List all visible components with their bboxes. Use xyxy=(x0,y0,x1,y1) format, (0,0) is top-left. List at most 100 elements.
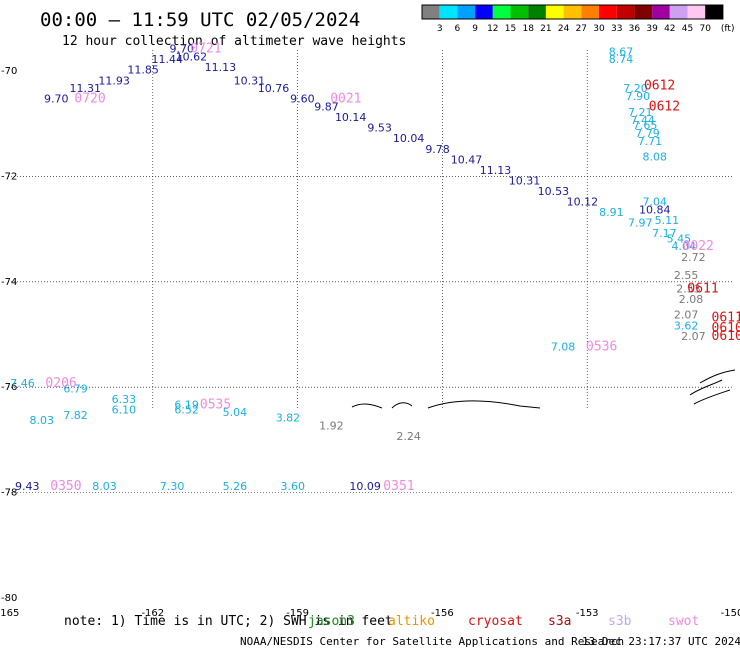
swh-value: 10.09 xyxy=(349,480,381,493)
swh-value: 2.72 xyxy=(681,251,706,264)
colorbar-frame xyxy=(421,4,724,20)
swh-value: 10.47 xyxy=(451,153,483,166)
pass-time: 0021 xyxy=(330,92,361,107)
colorbar-swatch xyxy=(439,5,458,19)
swh-value: 10.53 xyxy=(538,185,570,198)
swh-value: 10.62 xyxy=(176,51,208,64)
pass-time: 0351 xyxy=(383,479,414,494)
swh-value: 4.04 xyxy=(671,240,696,253)
swh-value: 6.33 xyxy=(112,393,137,406)
colorbar-swatch xyxy=(687,5,706,19)
swh-value: 5.45 xyxy=(667,232,692,245)
swh-value: 11.44 xyxy=(152,53,184,66)
timestamp-text: 13 Dec 23:17:37 UTC 2024 xyxy=(582,635,740,648)
pass-time: 0610 xyxy=(712,321,740,336)
swh-value: 2.07 xyxy=(674,309,699,322)
swh-value: 8.03 xyxy=(30,414,55,427)
swh-value: 2.24 xyxy=(396,430,421,443)
swh-value: 5.04 xyxy=(223,406,248,419)
swh-value: 9.87 xyxy=(314,101,339,114)
colorbar-label: 15 xyxy=(505,24,516,34)
colorbar-swatch xyxy=(457,5,476,19)
colorbar-swatch xyxy=(492,5,511,19)
x-tick-label: -159 xyxy=(286,608,309,619)
swh-value: 10.31 xyxy=(234,74,266,87)
pass-time-labels: 0720072100210022061206120611061106100610… xyxy=(45,42,740,494)
chart-subtitle: 12 hour collection of altimeter wave hei… xyxy=(62,34,406,49)
colorbar-swatch xyxy=(510,5,529,19)
colorbar-label: 12 xyxy=(487,24,498,34)
swh-value: 7.04 xyxy=(643,195,668,208)
pass-time: 0611 xyxy=(712,310,740,325)
satellite-name: jason3 xyxy=(308,614,355,629)
y-tick-label: -70 xyxy=(1,66,17,77)
swh-value: 10.12 xyxy=(567,195,599,208)
swh-value: 10.31 xyxy=(509,174,541,187)
swh-value: 6.52 xyxy=(174,404,199,417)
colorbar-label: 9 xyxy=(472,24,478,34)
colorbar-swatch xyxy=(652,5,670,19)
colorbar-label: 42 xyxy=(664,24,675,34)
coastline xyxy=(351,369,736,409)
colorbar-swatch xyxy=(528,5,546,19)
swh-value: 8.08 xyxy=(643,151,668,164)
swh-value: 11.85 xyxy=(127,64,159,77)
colorbar-swatch xyxy=(563,5,582,19)
colorbar-swatch xyxy=(422,5,440,19)
satellite-name: altiko xyxy=(388,614,435,629)
swh-value: 10.76 xyxy=(258,82,290,95)
y-tick-label: -78 xyxy=(1,488,17,499)
swh-value: 7.46 xyxy=(10,377,35,390)
colorbar-label: 70 xyxy=(699,24,711,34)
x-tick-label: -150 xyxy=(721,608,740,619)
pass-time: 0611 xyxy=(687,281,718,296)
y-tick-label: -80 xyxy=(1,593,17,604)
colorbar-legend: 3 6 9 12 15 18 21 24 27 30 33 36 39 42 45 70 (ft) xyxy=(421,4,735,34)
colorbar-label: 27 xyxy=(576,24,587,34)
swh-value: 11.13 xyxy=(480,164,512,177)
swh-value: 9.70 xyxy=(44,93,69,106)
swh-value: 3.60 xyxy=(281,480,306,493)
colorbar-label: 21 xyxy=(540,24,551,34)
swh-value: 6.19 xyxy=(174,398,199,411)
pass-time: 0022 xyxy=(683,239,714,254)
satellite-name: s3a xyxy=(548,614,571,629)
swh-value: 11.93 xyxy=(98,74,130,87)
y-tick-label: -76 xyxy=(1,382,17,393)
colorbar-swatch xyxy=(581,5,599,19)
swh-value: 7.65 xyxy=(633,119,658,132)
y-tick-label: -74 xyxy=(1,277,17,288)
colorbar-label: 33 xyxy=(611,24,622,34)
swh-value: 9.60 xyxy=(290,93,315,106)
pass-time: 0536 xyxy=(586,339,617,354)
colorbar-label: 39 xyxy=(646,24,658,34)
swh-value: 7.44 xyxy=(630,114,655,127)
pass-time: 0721 xyxy=(190,42,221,57)
swh-value: 3.62 xyxy=(674,319,699,332)
pass-time: 0206 xyxy=(45,376,76,391)
swh-value: 8.03 xyxy=(92,480,117,493)
colorbar-label: 18 xyxy=(522,24,534,34)
swh-value: 7.97 xyxy=(628,217,653,230)
colorbar-label: 30 xyxy=(593,24,605,34)
page-title: 00:00 — 11:59 UTC 02/05/2024 xyxy=(40,9,360,31)
colorbar-label: 45 xyxy=(682,24,693,34)
satellite-name: swot xyxy=(668,614,699,629)
pass-time: 0612 xyxy=(644,79,675,94)
swh-value: 7.79 xyxy=(635,127,660,140)
swh-value: 5.26 xyxy=(223,480,248,493)
swh-value: 2.53 xyxy=(676,282,701,295)
swh-value: 7.90 xyxy=(626,90,651,103)
swh-value: 2.08 xyxy=(679,293,704,306)
x-tick-label: -156 xyxy=(431,608,454,619)
satellite-name: cryosat xyxy=(468,614,523,629)
pass-time: 0535 xyxy=(200,397,231,412)
swh-value: 9.78 xyxy=(425,143,450,156)
x-tick-label: -153 xyxy=(576,608,599,619)
colorbar-swatch xyxy=(634,5,653,19)
swh-value: 8.91 xyxy=(599,206,624,219)
colorbar-unit: (ft) xyxy=(721,24,735,34)
swh-value: 9.70 xyxy=(170,43,195,56)
swh-value: 11.13 xyxy=(205,61,237,74)
